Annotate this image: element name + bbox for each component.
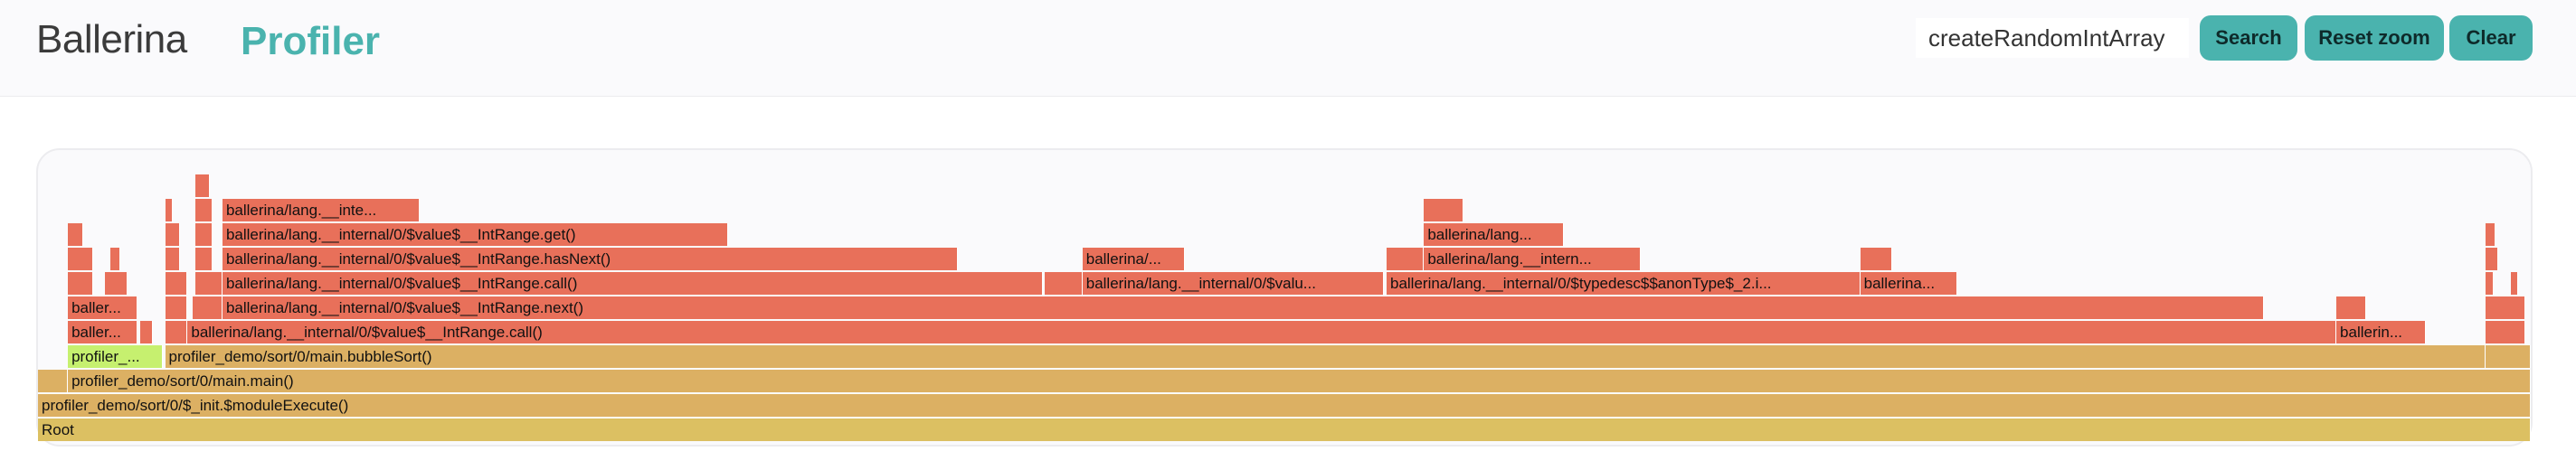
profiler-logo-text: Profiler bbox=[241, 19, 381, 63]
flame-frame[interactable] bbox=[165, 199, 173, 221]
flame-frame[interactable]: profiler_demo/sort/0/main.main() bbox=[68, 370, 2531, 392]
flame-frame[interactable] bbox=[2486, 248, 2499, 270]
flame-frame[interactable] bbox=[109, 248, 120, 270]
flame-frame[interactable] bbox=[165, 321, 188, 343]
flame-frame[interactable] bbox=[2486, 296, 2526, 319]
flame-frame[interactable]: baller... bbox=[68, 321, 138, 343]
flame-frame[interactable]: baller... bbox=[68, 296, 138, 319]
flame-frame[interactable] bbox=[2510, 272, 2519, 295]
flame-frame[interactable]: ballerina/lang.__internal/0/$value$__Int… bbox=[187, 321, 2337, 343]
search-input[interactable] bbox=[1916, 18, 2189, 58]
flame-frame[interactable]: ballerina/lang.__internal/0/$value$__Int… bbox=[222, 296, 2265, 319]
flame-frame[interactable] bbox=[139, 321, 153, 343]
flame-frame[interactable]: ballerina/... bbox=[1082, 248, 1185, 270]
flame-frame[interactable]: profiler_demo/sort/0/main.bubbleSort() bbox=[165, 345, 2486, 368]
flame-frame[interactable]: ballerina/lang.__inte... bbox=[222, 199, 420, 221]
flame-frame[interactable]: ballerina/lang... bbox=[1424, 223, 1564, 246]
flame-frame[interactable] bbox=[194, 272, 223, 295]
flame-frame[interactable] bbox=[68, 223, 83, 246]
flame-frame[interactable] bbox=[105, 272, 128, 295]
flame-frame[interactable] bbox=[68, 248, 93, 270]
flame-frame[interactable]: Root bbox=[38, 419, 2531, 441]
flame-frame[interactable]: ballerina/lang.__intern... bbox=[1424, 248, 1642, 270]
flame-frame[interactable] bbox=[2486, 223, 2496, 246]
flame-frame[interactable]: ballerina... bbox=[1860, 272, 1958, 295]
flame-frame[interactable] bbox=[165, 296, 188, 319]
reset-zoom-button[interactable]: Reset zoom bbox=[2305, 15, 2444, 61]
flame-frame[interactable]: ballerina/lang.__internal/0/$value$__Int… bbox=[222, 223, 729, 246]
flame-frame[interactable] bbox=[165, 223, 181, 246]
flame-frame[interactable]: ballerina/lang.__internal/0/$value$__Int… bbox=[222, 272, 1043, 295]
flame-frame[interactable] bbox=[194, 199, 213, 221]
flame-frame[interactable] bbox=[1424, 199, 1464, 221]
flame-frame[interactable] bbox=[192, 296, 223, 319]
ballerina-logo: Ballerina bbox=[36, 17, 187, 61]
flame-frame[interactable] bbox=[2486, 345, 2531, 368]
flame-frame[interactable] bbox=[38, 370, 69, 392]
clear-button[interactable]: Clear bbox=[2449, 15, 2533, 61]
flame-frame[interactable]: profiler_... bbox=[68, 345, 163, 368]
flame-frame[interactable] bbox=[165, 248, 181, 270]
flame-frame[interactable]: ballerina/lang.__internal/0/$typedesc$$a… bbox=[1386, 272, 1861, 295]
flame-frame[interactable] bbox=[1386, 248, 1425, 270]
flame-frame[interactable] bbox=[194, 248, 213, 270]
flame-frame[interactable] bbox=[2486, 321, 2526, 343]
flame-frame[interactable]: ballerina/lang.__internal/0/$value$__Int… bbox=[222, 248, 958, 270]
flame-frame[interactable] bbox=[1045, 272, 1083, 295]
flame-frame[interactable] bbox=[194, 174, 211, 197]
flame-frame[interactable]: ballerin... bbox=[2336, 321, 2427, 343]
flame-frame[interactable]: profiler_demo/sort/0/$_init.$moduleExecu… bbox=[38, 394, 2531, 417]
flame-frame[interactable] bbox=[2336, 296, 2367, 319]
flame-frame[interactable] bbox=[68, 272, 93, 295]
flame-frame[interactable] bbox=[165, 272, 188, 295]
flame-frame[interactable] bbox=[194, 223, 213, 246]
flame-frame[interactable] bbox=[2486, 272, 2494, 295]
flame-frame[interactable] bbox=[1860, 248, 1893, 270]
app-header: Ballerina Profiler Search Reset zoom Cle… bbox=[0, 0, 2576, 97]
search-button[interactable]: Search bbox=[2200, 15, 2297, 61]
flame-frame[interactable]: ballerina/lang.__internal/0/$valu... bbox=[1082, 272, 1385, 295]
